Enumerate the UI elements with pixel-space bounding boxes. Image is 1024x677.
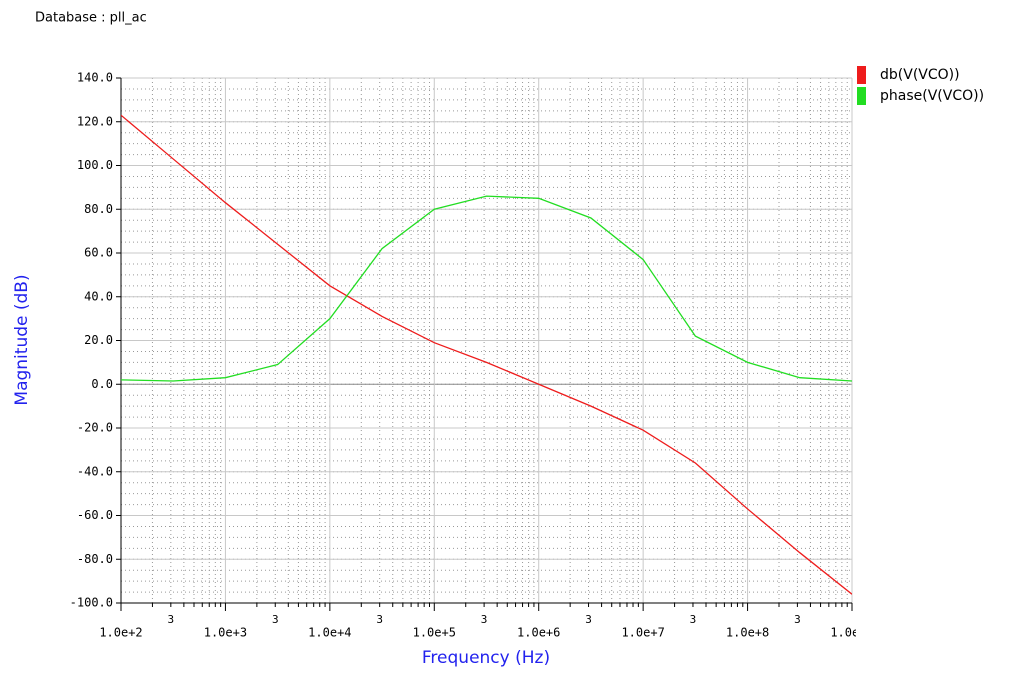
x-tick-labels: 1.0e+2 1.0e+3 1.0e+4 1.0e+5 1.0e+6 1.0e+7 1.0e… [99, 613, 873, 640]
grid [120, 77, 853, 604]
ticks: 140.0 120.0 100.0 80.0 60.0 40.0 20.0 0.0 -20.0 -… [70, 71, 853, 611]
legend: db(V(VCO)) phase(V(VCO)) [857, 66, 984, 105]
database-header: Database : pll_ac [35, 11, 147, 26]
plot-lines [121, 114, 852, 595]
x-minor-tick-label: 3 [376, 613, 383, 626]
x-tick-label: 1.0e+8 [726, 626, 769, 640]
y-tick-label: 40.0 [84, 289, 113, 303]
y-tick-label: 120.0 [77, 114, 113, 128]
series-line [121, 114, 852, 595]
series-line [121, 195, 852, 382]
x-axis-title: Frequency (Hz) [422, 648, 550, 668]
x-minor-tick-label: 3 [585, 613, 592, 626]
x-minor-tick-label: 3 [794, 613, 801, 626]
x-minor-tick-label: 3 [481, 613, 488, 626]
x-tick-label: 1.0e+7 [621, 626, 664, 640]
legend-label: phase(V(VCO)) [880, 88, 984, 104]
legend-swatch [857, 66, 866, 84]
x-tick-label: 1.0e+6 [517, 626, 560, 640]
y-tick-label: -20.0 [77, 421, 113, 435]
x-minor-tick-label: 3 [272, 613, 279, 626]
x-tick-label: 1.0e+2 [99, 626, 142, 640]
y-tick-label: 20.0 [84, 333, 113, 347]
y-tick-label: 80.0 [84, 202, 113, 216]
x-tick-label: 1.0e+5 [413, 626, 456, 640]
legend-label: db(V(VCO)) [880, 67, 960, 83]
x-tick-label: 1.0e+3 [204, 626, 247, 640]
y-tick-label: 140.0 [77, 71, 113, 85]
y-tick-label: 60.0 [84, 246, 113, 260]
y-tick-label: -60.0 [77, 508, 113, 522]
x-minor-tick-label: 3 [690, 613, 697, 626]
y-axis-title: Magnitude (dB) [12, 274, 32, 405]
x-tick-label: 1.0e+4 [308, 626, 351, 640]
y-tick-label: -40.0 [77, 464, 113, 478]
legend-swatch [857, 87, 866, 105]
y-tick-label: 100.0 [77, 158, 113, 172]
x-tick-label: 1.0e+9 [830, 626, 873, 640]
x-minor-tick-label: 3 [168, 613, 175, 626]
y-tick-label: -100.0 [70, 596, 113, 610]
y-tick-label: 0.0 [91, 377, 113, 391]
y-tick-label: -80.0 [77, 552, 113, 566]
